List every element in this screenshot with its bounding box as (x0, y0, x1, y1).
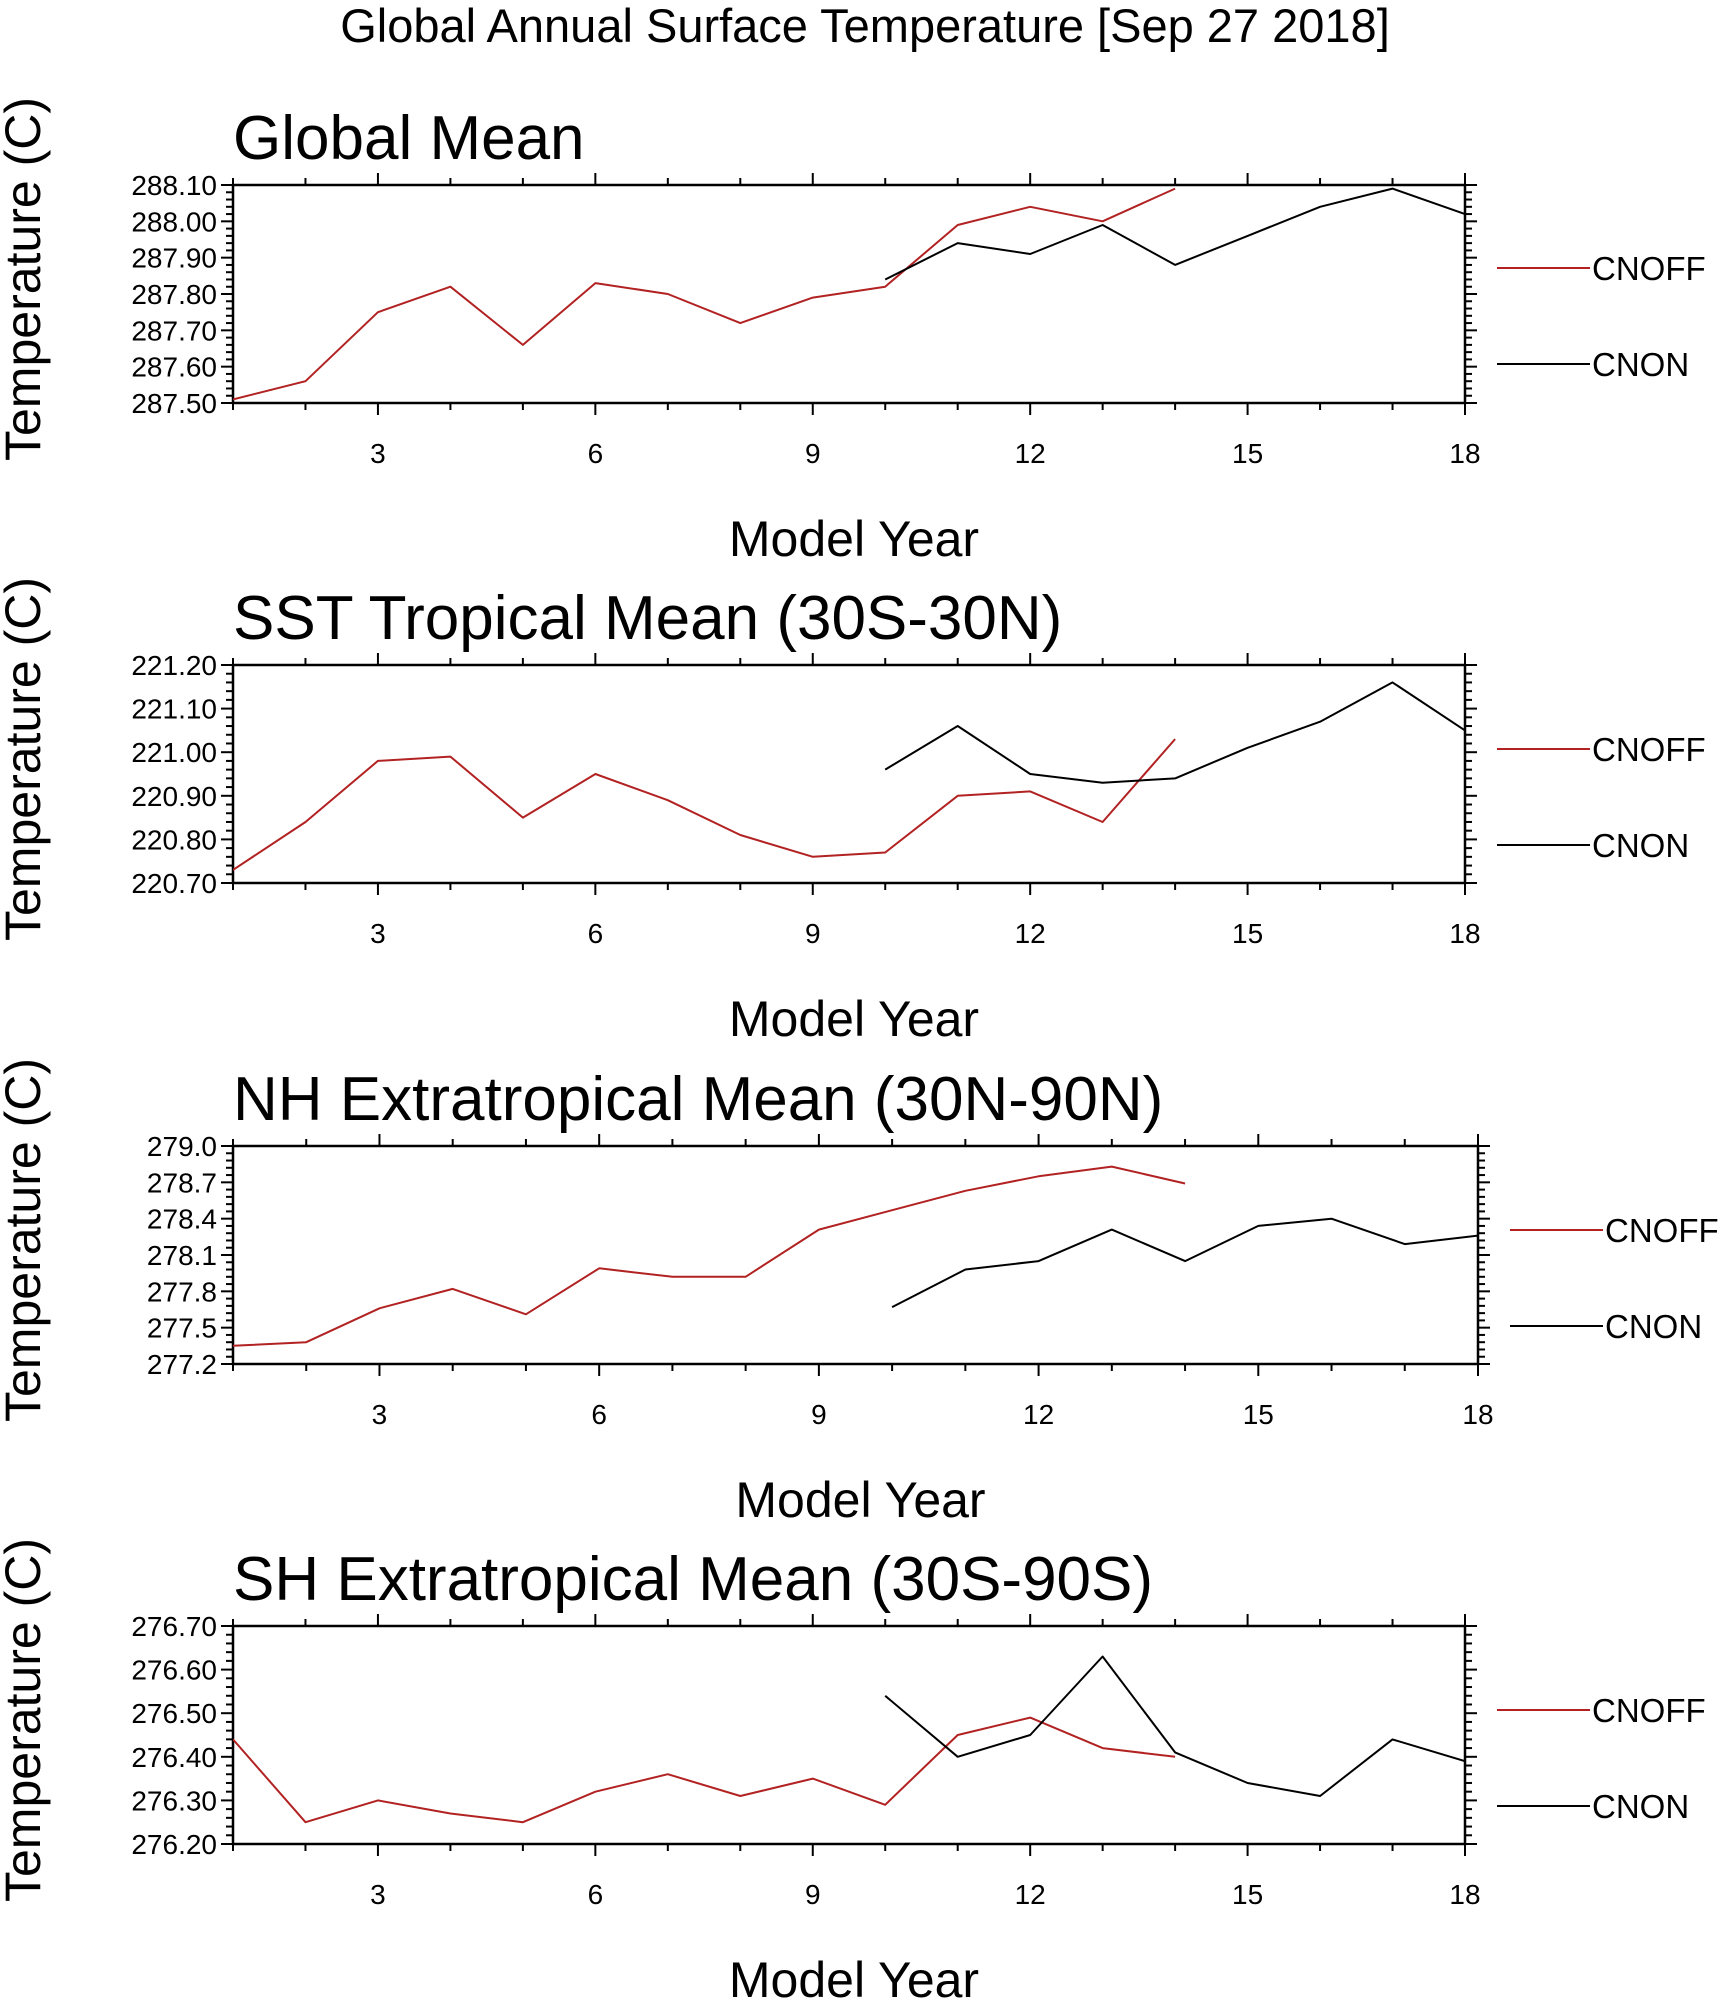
series-line-cnon (884, 1655, 1465, 1797)
y-axis-label: Temperature (C) (0, 97, 51, 461)
y-tick-label: 221.10 (131, 694, 217, 725)
panel-title: NH Extratropical Mean (30N-90N) (233, 1065, 1163, 1134)
x-tick-label: 6 (588, 918, 604, 949)
y-tick-label: 279.0 (147, 1131, 217, 1162)
x-axis-label: Model Year (729, 991, 979, 1047)
chart-panel-1: Global Mean 287.50 287.60 287.70 287.80 287.9… (0, 97, 1706, 567)
x-tick-label: 6 (591, 1399, 607, 1430)
x-tick-label: 15 (1232, 918, 1263, 949)
y-tick-label: 287.50 (131, 388, 217, 419)
y-tick-label: 288.10 (131, 170, 217, 201)
plot-frame (231, 663, 1467, 885)
y-tick-label: 220.80 (131, 824, 217, 855)
panel-title: SST Tropical Mean (30S-30N) (233, 584, 1062, 653)
y-axis-label: Temperature (C) (0, 1538, 51, 1902)
legend-label-cnon: CNON (1592, 346, 1689, 383)
plot-frame (231, 183, 1467, 405)
y-tick-label: 287.80 (131, 279, 217, 310)
x-tick-label: 9 (811, 1399, 827, 1430)
x-tick-label: 3 (370, 918, 386, 949)
y-tick-label: 287.90 (131, 243, 217, 274)
legend-label-cnoff: CNOFF (1605, 1212, 1719, 1249)
series-line-cnoff (233, 738, 1176, 871)
legend-label-cnoff: CNOFF (1592, 250, 1706, 287)
x-tick-label: 18 (1449, 1879, 1480, 1910)
y-axis-label: Temperature (C) (0, 577, 51, 941)
x-tick-label: 15 (1232, 438, 1263, 469)
x-axis-label: Model Year (729, 1952, 979, 2000)
y-tick-label: 287.70 (131, 315, 217, 346)
chart-panel-2: SST Tropical Mean (30S-30N) 220.70 220.80 2… (0, 577, 1706, 1047)
series-line-cnon (884, 187, 1465, 281)
y-tick-label: 276.70 (131, 1611, 217, 1642)
x-tick-label: 3 (370, 1879, 386, 1910)
chart-panels: Global Mean 287.50 287.60 287.70 287.80 287.9… (0, 97, 1719, 2000)
x-tick-label: 18 (1449, 918, 1480, 949)
panel-title: Global Mean (233, 104, 585, 173)
figure-title: Global Annual Surface Temperature [Sep 2… (340, 0, 1390, 52)
x-tick-label: 12 (1015, 918, 1046, 949)
y-tick-label: 220.70 (131, 868, 217, 899)
y-tick-label: 278.7 (147, 1167, 217, 1198)
y-tick-label: 277.5 (147, 1313, 217, 1344)
x-axis-label: Model Year (729, 511, 979, 567)
y-tick-label: 288.00 (131, 206, 217, 237)
series-line-cnon (884, 681, 1465, 784)
y-tick-label: 276.40 (131, 1742, 217, 1773)
x-tick-label: 3 (370, 438, 386, 469)
legend-label-cnoff: CNOFF (1592, 1692, 1706, 1729)
y-tick-label: 287.60 (131, 352, 217, 383)
x-tick-label: 12 (1023, 1399, 1054, 1430)
x-tick-label: 15 (1243, 1399, 1274, 1430)
x-tick-label: 15 (1232, 1879, 1263, 1910)
series-line-cnoff (233, 1165, 1186, 1347)
chart-panel-4: SH Extratropical Mean (30S-90S) 276.20 276… (0, 1538, 1706, 2000)
x-axis-label: Model Year (735, 1472, 985, 1528)
series-line-cnoff (233, 1716, 1176, 1824)
series-line-cnoff (233, 187, 1176, 401)
y-tick-label: 277.8 (147, 1276, 217, 1307)
legend-label-cnon: CNON (1592, 827, 1689, 864)
y-tick-label: 276.60 (131, 1655, 217, 1686)
plot-frame (231, 1624, 1467, 1846)
y-tick-label: 278.4 (147, 1204, 217, 1235)
x-tick-label: 12 (1015, 438, 1046, 469)
y-tick-label: 277.2 (147, 1349, 217, 1380)
x-tick-label: 3 (372, 1399, 388, 1430)
x-tick-label: 6 (588, 1879, 604, 1910)
x-tick-label: 9 (805, 438, 821, 469)
legend-label-cnon: CNON (1605, 1308, 1702, 1345)
y-tick-label: 221.20 (131, 650, 217, 681)
y-tick-label: 220.90 (131, 781, 217, 812)
x-tick-label: 9 (805, 918, 821, 949)
x-tick-label: 18 (1449, 438, 1480, 469)
x-tick-label: 6 (588, 438, 604, 469)
plot-frame (231, 1144, 1480, 1366)
y-tick-label: 276.50 (131, 1698, 217, 1729)
y-tick-label: 221.00 (131, 737, 217, 768)
panel-title: SH Extratropical Mean (30S-90S) (233, 1545, 1153, 1614)
legend-label-cnoff: CNOFF (1592, 731, 1706, 768)
x-tick-label: 18 (1462, 1399, 1493, 1430)
x-tick-label: 9 (805, 1879, 821, 1910)
x-tick-label: 12 (1015, 1879, 1046, 1910)
y-tick-label: 276.20 (131, 1829, 217, 1860)
series-line-cnon (891, 1217, 1478, 1308)
chart-panel-3: NH Extratropical Mean (30N-90N) 277.2 277.… (0, 1058, 1719, 1528)
legend-label-cnon: CNON (1592, 1788, 1689, 1825)
y-tick-label: 278.1 (147, 1240, 217, 1271)
y-axis-label: Temperature (C) (0, 1058, 51, 1422)
y-tick-label: 276.30 (131, 1785, 217, 1816)
